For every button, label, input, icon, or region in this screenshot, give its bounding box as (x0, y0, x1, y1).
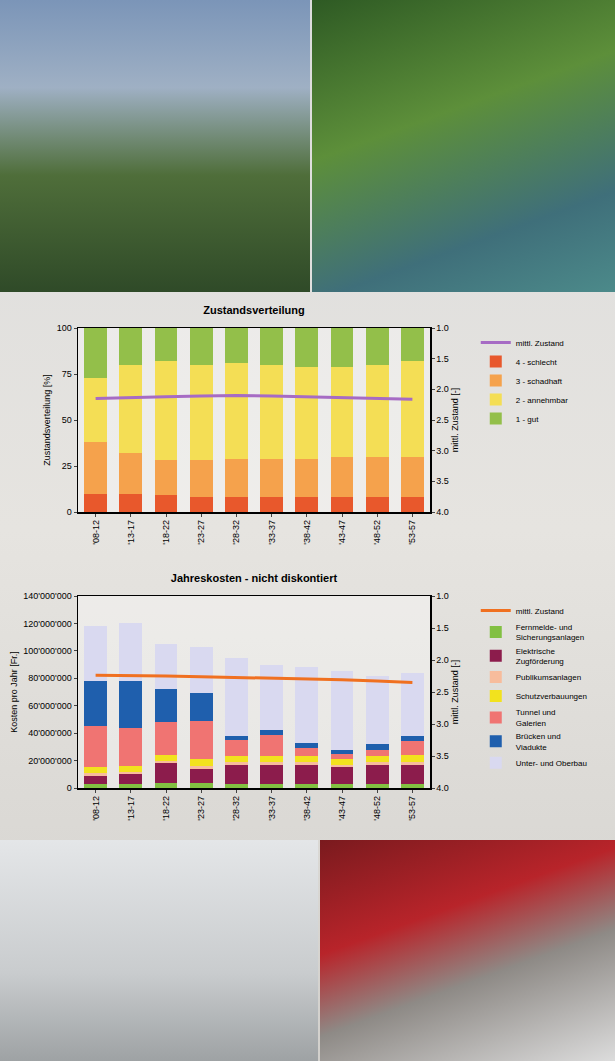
svg-text:'38-42: '38-42 (302, 520, 312, 545)
svg-text:ElektrischeZugförderung: ElektrischeZugförderung (516, 647, 564, 666)
svg-text:'38-42: '38-42 (302, 796, 312, 821)
svg-text:'53-57: '53-57 (407, 796, 417, 821)
svg-text:Zustandsverteilung: Zustandsverteilung (203, 304, 304, 316)
svg-text:3 - schadhaft: 3 - schadhaft (516, 377, 563, 386)
svg-text:50: 50 (62, 415, 72, 425)
svg-text:20'000'000: 20'000'000 (28, 756, 71, 766)
svg-text:3.5: 3.5 (436, 751, 449, 761)
svg-text:80'000'000: 80'000'000 (28, 673, 71, 683)
svg-text:'43-47: '43-47 (337, 796, 347, 821)
svg-text:'33-37: '33-37 (267, 520, 277, 545)
svg-text:4.0: 4.0 (436, 507, 449, 517)
svg-text:'33-37: '33-37 (267, 796, 277, 821)
svg-text:4 - schlecht: 4 - schlecht (516, 358, 558, 367)
svg-text:mittl. Zustand: mittl. Zustand (516, 607, 564, 616)
svg-text:1.0: 1.0 (436, 323, 449, 333)
svg-text:2.0: 2.0 (436, 384, 449, 394)
svg-text:2.5: 2.5 (436, 687, 449, 697)
svg-text:mittl. Zustand [-]: mittl. Zustand [-] (450, 660, 460, 725)
svg-text:Jahreskosten - nicht diskontie: Jahreskosten - nicht diskontiert (171, 572, 338, 584)
svg-text:0: 0 (67, 507, 72, 517)
svg-text:140'000'000: 140'000'000 (23, 591, 72, 601)
svg-text:1.5: 1.5 (436, 354, 449, 364)
svg-text:'13-17: '13-17 (126, 520, 136, 545)
svg-text:4.0: 4.0 (436, 783, 449, 793)
svg-text:0: 0 (67, 783, 72, 793)
svg-text:1.0: 1.0 (436, 591, 449, 601)
svg-text:'48-52: '48-52 (372, 520, 382, 545)
svg-text:'23-27: '23-27 (196, 796, 206, 821)
svg-text:3.0: 3.0 (436, 719, 449, 729)
svg-text:'48-52: '48-52 (372, 796, 382, 821)
svg-text:'28-32: '28-32 (231, 520, 241, 545)
svg-text:Publikumsanlagen: Publikumsanlagen (516, 673, 581, 682)
svg-text:Unter- und Oberbau: Unter- und Oberbau (516, 759, 587, 768)
svg-text:'43-47: '43-47 (337, 520, 347, 545)
svg-text:'13-17: '13-17 (126, 796, 136, 821)
svg-text:75: 75 (62, 369, 72, 379)
svg-text:Brücken undViadukte: Brücken undViadukte (516, 732, 561, 751)
svg-text:3.0: 3.0 (436, 446, 449, 456)
svg-text:120'000'000: 120'000'000 (23, 619, 72, 629)
svg-text:2.0: 2.0 (436, 655, 449, 665)
svg-text:mittl. Zustand [-]: mittl. Zustand [-] (450, 388, 460, 453)
svg-text:'53-57: '53-57 (407, 520, 417, 545)
svg-text:100'000'000: 100'000'000 (23, 646, 72, 656)
svg-text:Kosten pro Jahr [Fr.]: Kosten pro Jahr [Fr.] (9, 651, 19, 733)
svg-text:'08-12: '08-12 (91, 796, 101, 821)
svg-text:Tunnel undGalerien: Tunnel undGalerien (516, 708, 556, 727)
svg-text:'18-22: '18-22 (161, 520, 171, 545)
svg-text:1.5: 1.5 (436, 623, 449, 633)
svg-text:'08-12: '08-12 (91, 520, 101, 545)
svg-text:60'000'000: 60'000'000 (28, 701, 71, 711)
svg-text:2.5: 2.5 (436, 415, 449, 425)
svg-text:2 - annehmbar: 2 - annehmbar (516, 396, 568, 405)
svg-text:100: 100 (57, 323, 72, 333)
svg-text:Fernmelde- undSicherungsanlage: Fernmelde- undSicherungsanlagen (516, 623, 585, 642)
svg-text:25: 25 (62, 461, 72, 471)
svg-text:'28-32: '28-32 (231, 796, 241, 821)
svg-text:'18-22: '18-22 (161, 796, 171, 821)
svg-text:1 - gut: 1 - gut (516, 415, 539, 424)
svg-text:Schutzverbauungen: Schutzverbauungen (516, 692, 587, 701)
svg-text:'23-27: '23-27 (196, 520, 206, 545)
svg-text:40'000'000: 40'000'000 (28, 728, 71, 738)
svg-text:3.5: 3.5 (436, 476, 449, 486)
svg-text:mittl. Zustand: mittl. Zustand (516, 339, 564, 348)
svg-text:Zustandsverteilung [%]: Zustandsverteilung [%] (42, 374, 52, 466)
